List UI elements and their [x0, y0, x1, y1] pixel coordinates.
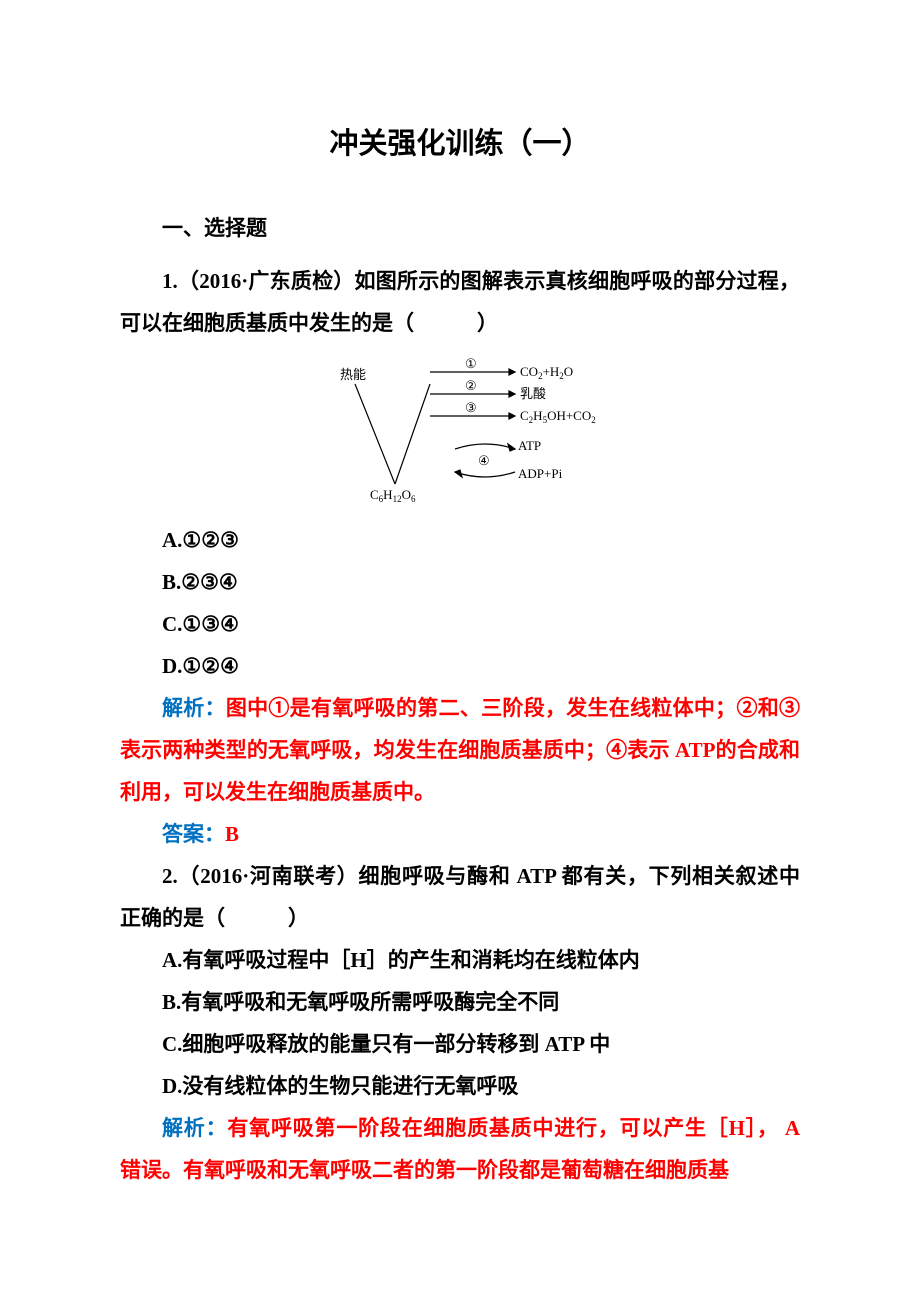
- q1-analysis: 解析：图中①是有氧呼吸的第二、三阶段，发生在线粒体中；②和③表示两种类型的无氧呼…: [120, 687, 800, 813]
- q2-option-d: D.没有线粒体的生物只能进行无氧呼吸: [120, 1065, 800, 1107]
- q2-analysis-label: 解析：: [162, 1116, 227, 1140]
- diagram-num2: ②: [465, 378, 477, 393]
- q1-diagram-wrapper: 热能 ① CO2+H2O ② 乳酸 ③ C2H5OH+CO2 ATP ④ ADP…: [120, 354, 800, 509]
- diagram-num3: ③: [465, 400, 477, 415]
- section-header: 一、选择题: [120, 212, 800, 242]
- q1-option-a: A.①②③: [120, 519, 800, 561]
- diagram-num1: ①: [465, 356, 477, 371]
- diagram-atp: ATP: [518, 438, 541, 453]
- q1-stem: 1.（2016·广东质检）如图所示的图解表示真核细胞呼吸的部分过程，可以在细胞质…: [120, 260, 800, 344]
- diagram-prod2: 乳酸: [520, 386, 546, 401]
- q1-answer: 答案：B: [120, 813, 800, 855]
- q2-stem-text: 2.（2016·河南联考）细胞呼吸与酶和 ATP 都有关，下列相关叙述中正确的是…: [120, 864, 800, 930]
- q1-answer-value: B: [225, 822, 239, 846]
- diagram-num4: ④: [478, 453, 490, 468]
- diagram-prod3: C2H5OH+CO2: [520, 408, 596, 425]
- q2-stem: 2.（2016·河南联考）细胞呼吸与酶和 ATP 都有关，下列相关叙述中正确的是…: [120, 855, 800, 939]
- q2-analysis: 解析：有氧呼吸第一阶段在细胞质基质中进行，可以产生［H］， A 错误。有氧呼吸和…: [120, 1107, 800, 1191]
- q2-stem-close: ）: [288, 906, 309, 930]
- page-title: 冲关强化训练（一）: [120, 120, 800, 162]
- q1-option-b: B.②③④: [120, 561, 800, 603]
- diagram-adp: ADP+Pi: [518, 466, 563, 481]
- q1-option-c: C.①③④: [120, 603, 800, 645]
- q1-option-d: D.①②④: [120, 645, 800, 687]
- q1-analysis-label: 解析：: [162, 696, 226, 720]
- q2-option-c: C.细胞呼吸释放的能量只有一部分转移到 ATP 中: [120, 1023, 800, 1065]
- q2-option-b: B.有氧呼吸和无氧呼吸所需呼吸酶完全不同: [120, 981, 800, 1023]
- q1-answer-label: 答案：: [162, 822, 225, 846]
- q1-diagram: 热能 ① CO2+H2O ② 乳酸 ③ C2H5OH+CO2 ATP ④ ADP…: [320, 354, 600, 504]
- q2-option-a: A.有氧呼吸过程中［H］的产生和消耗均在线粒体内: [120, 939, 800, 981]
- q1-stem-close: ）: [477, 311, 498, 335]
- diagram-heat-label: 热能: [340, 367, 366, 382]
- diagram-glucose: C6H12O6: [370, 487, 416, 504]
- diagram-prod1: CO2+H2O: [520, 364, 573, 381]
